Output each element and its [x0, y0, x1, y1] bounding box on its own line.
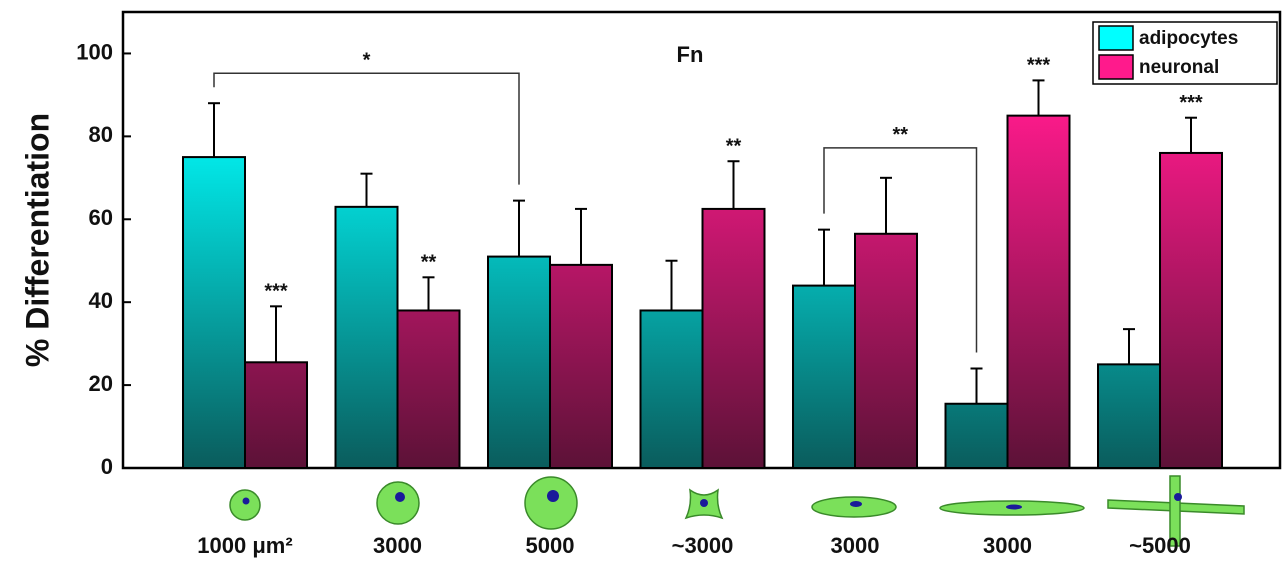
bar — [1160, 153, 1222, 468]
significance-label: *** — [1179, 92, 1203, 114]
y-tick-label: 40 — [89, 288, 113, 313]
bar — [793, 286, 855, 468]
chart: % Differentiation Fn 020406080100*******… — [0, 0, 1284, 563]
bar — [946, 404, 1008, 468]
y-tick-label: 100 — [76, 39, 113, 64]
bar — [183, 157, 245, 468]
x-tick-label: 1000 μm² — [197, 533, 292, 558]
significance-label: *** — [264, 281, 288, 303]
x-tick-label: 5000 — [526, 533, 575, 558]
significance-label: ** — [421, 252, 437, 274]
y-tick-label: 60 — [89, 205, 113, 230]
significance-bracket — [214, 73, 519, 184]
bar — [1008, 116, 1070, 468]
bar — [855, 234, 917, 468]
legend-label: neuronal — [1139, 57, 1219, 78]
x-tick-label: 3000 — [373, 533, 422, 558]
x-tick-label: 3000 — [831, 533, 880, 558]
bracket-label: * — [363, 49, 371, 71]
legend-label: adipocytes — [1139, 28, 1238, 49]
y-tick-label: 0 — [101, 454, 113, 479]
bar — [641, 310, 703, 468]
bar — [550, 265, 612, 468]
bar — [1098, 364, 1160, 468]
x-tick-label: ~5000 — [1129, 533, 1191, 558]
annotation: Fn — [677, 42, 704, 67]
significance-label: *** — [1027, 55, 1051, 77]
bar — [488, 257, 550, 468]
y-tick-label: 20 — [89, 371, 113, 396]
bar — [336, 207, 398, 468]
legend-swatch — [1099, 55, 1133, 79]
x-tick-label: ~3000 — [672, 533, 734, 558]
x-tick-label: 3000 — [983, 533, 1032, 558]
bracket-label: ** — [892, 124, 908, 146]
y-tick-label: 80 — [89, 122, 113, 147]
significance-label: ** — [726, 136, 742, 158]
legend-swatch — [1099, 26, 1133, 50]
bar — [398, 310, 460, 468]
bar — [703, 209, 765, 468]
y-axis-label: % Differentiation — [19, 113, 55, 367]
bar — [245, 362, 307, 468]
